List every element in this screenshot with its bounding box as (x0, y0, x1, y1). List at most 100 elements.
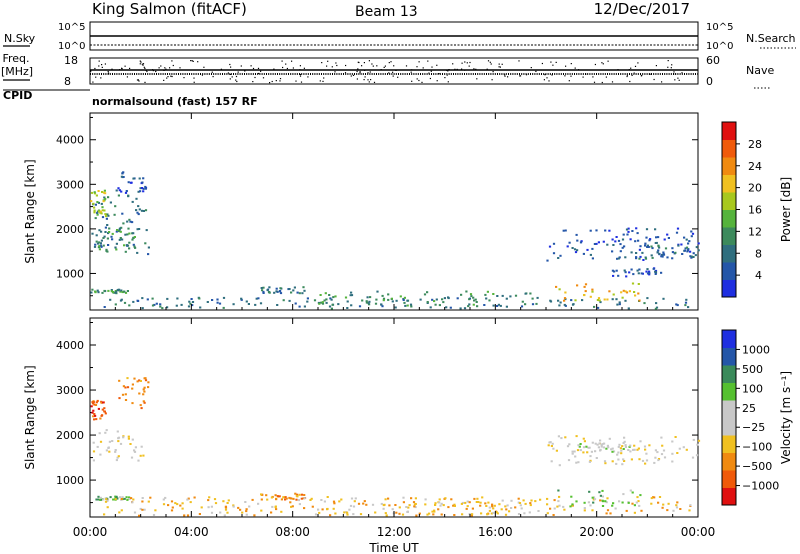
echo-cell (159, 303, 162, 306)
echo-cell (603, 460, 607, 463)
echo-cell (617, 458, 620, 461)
strip-dot (101, 66, 103, 68)
echo-cell (128, 304, 131, 307)
echo-cell (332, 296, 335, 299)
echo-cell (596, 443, 599, 446)
strip-dot (160, 65, 162, 67)
echo-cell (288, 288, 291, 290)
echo-cell (646, 244, 649, 247)
echo-cell (488, 509, 491, 512)
strip-dot (231, 76, 233, 78)
echo-cell (646, 246, 649, 248)
echo-cell (284, 496, 287, 499)
echo-cell (500, 508, 503, 511)
echo-cell (270, 496, 273, 499)
echo-cell (568, 241, 571, 244)
echo-cell (463, 307, 467, 310)
echo-cell (352, 505, 356, 508)
echo-cell (350, 294, 354, 297)
strip-dot (582, 76, 584, 78)
echo-cell (564, 229, 567, 232)
echo-cell (517, 501, 520, 504)
echo-cell (240, 297, 243, 300)
echo-cell (403, 301, 406, 304)
strip-dot (299, 73, 301, 76)
echo-cell (689, 250, 692, 253)
echo-cell (107, 289, 110, 292)
echo-cell (331, 303, 334, 306)
echo-cell (137, 459, 140, 462)
echo-cell (413, 505, 416, 508)
echo-cell (592, 496, 596, 499)
echo-cell (617, 257, 620, 260)
echo-cell (118, 227, 122, 230)
cpid-label: CPID (3, 89, 32, 102)
echo-cell (584, 290, 587, 293)
echo-cell (406, 304, 409, 307)
echo-cell (621, 463, 624, 466)
echo-cell (97, 407, 100, 410)
echo-cell (106, 250, 109, 253)
echo-cell (92, 415, 95, 418)
strip-dot (252, 67, 255, 70)
echo-cell (120, 509, 123, 512)
echo-cell (611, 447, 614, 450)
echo-cell (147, 246, 150, 249)
echo-cell (519, 504, 522, 507)
echo-cell (387, 497, 390, 500)
echo-cell (622, 233, 625, 236)
echo-cell (637, 500, 640, 503)
echo-cell (671, 251, 674, 254)
echo-cell (567, 459, 571, 462)
echo-cell (631, 502, 634, 505)
echo-cell (433, 509, 436, 512)
strip-dot (345, 64, 347, 67)
echo-cell (132, 232, 135, 235)
strip-dot (447, 81, 449, 83)
echo-cell (566, 445, 570, 448)
strip-dot (364, 76, 366, 78)
echo-cell (641, 459, 645, 462)
echo-cell (90, 191, 94, 194)
echo-cell (133, 450, 137, 453)
echo-cell (552, 242, 556, 245)
strip-dot (145, 69, 147, 71)
strip-dot (670, 67, 672, 69)
echo-cell (473, 299, 476, 302)
echo-cell (257, 502, 260, 505)
echo-cell (697, 439, 701, 442)
echo-cell (222, 306, 225, 309)
echo-cell (254, 303, 257, 306)
strip-dot (166, 77, 168, 79)
echo-cell (583, 509, 586, 512)
echo-cell (676, 304, 679, 307)
strip-dot (183, 77, 185, 79)
echo-cell (380, 303, 383, 306)
echo-cell (692, 256, 695, 258)
echo-cell (589, 459, 592, 462)
strip-dot (252, 81, 254, 83)
time-tick-label: 00:00 (73, 525, 108, 539)
echo-cell (104, 197, 107, 200)
echo-cell (612, 274, 615, 277)
strip-dot (564, 75, 566, 77)
strip-dot (469, 61, 471, 64)
strip-dot (390, 61, 392, 63)
echo-cell (563, 297, 567, 300)
echo-cell (142, 190, 145, 193)
strip-dot (388, 62, 390, 64)
echo-cell (549, 299, 552, 302)
echo-cell (137, 300, 140, 302)
echo-cell (270, 511, 273, 514)
strip-dot (163, 69, 165, 71)
echo-cell (152, 514, 156, 516)
strip-dot (201, 74, 203, 76)
echo-cell (218, 302, 222, 305)
colorbar-segment (722, 227, 736, 245)
echo-cell (107, 446, 110, 449)
echo-cell (257, 297, 260, 300)
echo-cell (338, 500, 341, 503)
echo-cell (641, 251, 644, 254)
echo-cell (613, 270, 616, 273)
echo-cell (128, 241, 131, 244)
